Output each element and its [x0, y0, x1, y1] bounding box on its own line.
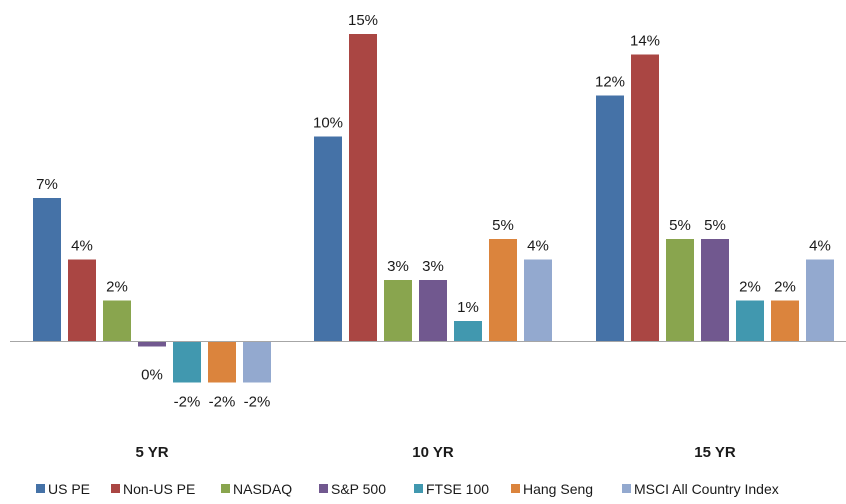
value-label: -2%: [244, 394, 271, 411]
value-label: 7%: [36, 176, 58, 193]
bar-ftse-100-10-yr: [454, 321, 482, 342]
legend: US PE Non-US PE NASDAQ S&P 500 FTSE 100 Hang …: [36, 481, 779, 497]
value-label: 14%: [630, 33, 660, 50]
value-label: 5%: [492, 217, 514, 234]
value-label: 3%: [422, 258, 444, 275]
bar-non-us-pe-15-yr: [631, 54, 659, 342]
legend-label: S&P 500: [331, 481, 386, 497]
value-label: 2%: [739, 279, 761, 296]
bar-sandp-500-10-yr: [419, 280, 447, 342]
category-label-15-yr: 15 YR: [694, 444, 736, 461]
bar-msci-all-country-index-10-yr: [524, 259, 552, 342]
legend-label: Non-US PE: [123, 481, 195, 497]
value-label: 5%: [704, 217, 726, 234]
legend-item-hang-seng: Hang Seng: [511, 481, 593, 497]
bar-msci-all-country-index-5-yr: [243, 341, 271, 383]
category-label-5-yr: 5 YR: [135, 444, 168, 461]
bar-hang-seng-15-yr: [771, 300, 799, 342]
category-labels-layer: 5 YR 10 YR 15 YR: [135, 444, 735, 461]
bar-msci-all-country-index-15-yr: [806, 259, 834, 342]
bar-nasdaq-15-yr: [666, 239, 694, 342]
legend-label: US PE: [48, 481, 90, 497]
bar-nasdaq-10-yr: [384, 280, 412, 342]
legend-swatch: [221, 484, 230, 493]
legend-swatch: [36, 484, 45, 493]
legend-swatch: [111, 484, 120, 493]
value-label: -2%: [174, 394, 201, 411]
legend-label: NASDAQ: [233, 481, 292, 497]
bar-sandp-500-5-yr: [138, 341, 166, 347]
value-label: -2%: [209, 394, 236, 411]
value-label: 2%: [774, 279, 796, 296]
bars-layer: [33, 34, 834, 383]
value-label: 12%: [595, 74, 625, 91]
value-label: 4%: [71, 238, 93, 255]
bar-ftse-100-5-yr: [173, 341, 201, 383]
legend-item-sandp-500: S&P 500: [319, 481, 386, 497]
bar-non-us-pe-5-yr: [68, 259, 96, 342]
value-label: 5%: [669, 217, 691, 234]
value-label: 10%: [313, 115, 343, 132]
legend-item-ftse-100: FTSE 100: [414, 481, 489, 497]
bar-us-pe-15-yr: [596, 95, 624, 342]
bar-nasdaq-5-yr: [103, 300, 131, 342]
legend-swatch: [414, 484, 423, 493]
value-label: 2%: [106, 279, 128, 296]
value-label: 3%: [387, 258, 409, 275]
legend-swatch: [319, 484, 328, 493]
legend-label: Hang Seng: [523, 481, 593, 497]
bar-ftse-100-15-yr: [736, 300, 764, 342]
legend-item-nasdaq: NASDAQ: [221, 481, 292, 497]
value-label: 4%: [527, 238, 549, 255]
value-label: 1%: [457, 299, 479, 316]
legend-item-us-pe: US PE: [36, 481, 90, 497]
bar-us-pe-5-yr: [33, 198, 61, 342]
bar-us-pe-10-yr: [314, 136, 342, 342]
legend-item-msci-all-country-index: MSCI All Country Index: [622, 481, 779, 497]
category-label-10-yr: 10 YR: [412, 444, 454, 461]
bar-sandp-500-15-yr: [701, 239, 729, 342]
value-label: 0%: [141, 367, 163, 384]
legend-label: MSCI All Country Index: [634, 481, 779, 497]
legend-item-non-us-pe: Non-US PE: [111, 481, 195, 497]
bar-hang-seng-10-yr: [489, 239, 517, 342]
value-label: 4%: [809, 238, 831, 255]
value-label: 15%: [348, 12, 378, 29]
value-labels-layer: 7% 4% 2% 0% -2% -2% -2% 10% 15% 3% 3% 1% 5% 4% 12% 14% 5…: [36, 12, 831, 411]
legend-swatch: [622, 484, 631, 493]
bar-hang-seng-5-yr: [208, 341, 236, 383]
legend-swatch: [511, 484, 520, 493]
legend-label: FTSE 100: [426, 481, 489, 497]
bar-non-us-pe-10-yr: [349, 34, 377, 342]
